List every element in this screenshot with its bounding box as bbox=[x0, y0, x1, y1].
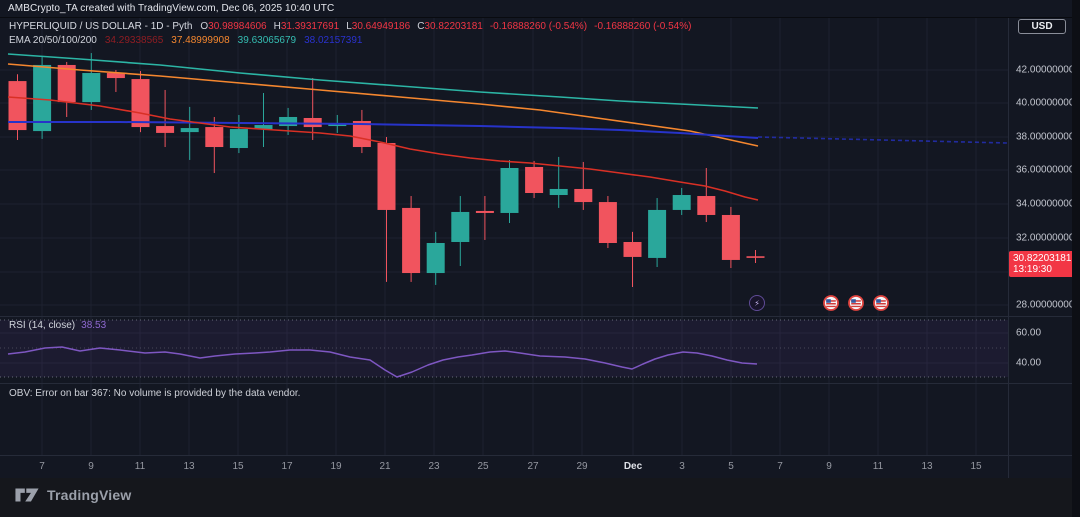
low-value: 30.64949186 bbox=[351, 21, 411, 32]
obv-error-text: OBV: Error on bar 367: No volume is prov… bbox=[9, 388, 301, 399]
time-axis-label: 19 bbox=[330, 461, 342, 472]
pane-separator-rsi[interactable] bbox=[0, 316, 1080, 317]
currency-toggle-button[interactable]: USD bbox=[1018, 19, 1066, 34]
last-price-value: 30.82203181 bbox=[1013, 253, 1072, 264]
ema50-value: 37.48999908 bbox=[171, 35, 230, 46]
time-axis-label: 25 bbox=[477, 461, 489, 472]
time-axis-label: 21 bbox=[379, 461, 391, 472]
ema-label: EMA 20/50/100/200 bbox=[9, 35, 97, 46]
time-axis-label: 7 bbox=[39, 461, 45, 472]
time-axis-label: 5 bbox=[728, 461, 734, 472]
time-axis-label: 13 bbox=[921, 461, 933, 472]
us-flag-event-icon[interactable] bbox=[823, 295, 839, 311]
time-axis-label: 9 bbox=[88, 461, 94, 472]
time-axis-label: 11 bbox=[134, 461, 146, 472]
price-axis-label: 38.00000000 bbox=[1016, 131, 1075, 143]
ema100-value: 39.63065679 bbox=[237, 35, 297, 46]
last-price-badge[interactable]: 30.82203181 13:19:30 bbox=[1009, 251, 1076, 277]
low-label: L bbox=[346, 21, 352, 32]
rsi-value: 38.53 bbox=[81, 320, 107, 331]
rsi-axis-label: 40.00 bbox=[1016, 357, 1042, 369]
time-axis-label: 23 bbox=[428, 461, 440, 472]
time-axis-label: Dec bbox=[623, 461, 643, 472]
symbol-legend[interactable]: HYPERLIQUID / US DOLLAR - 1D - Pyth O30.9… bbox=[9, 21, 691, 32]
time-axis-label: 15 bbox=[232, 461, 244, 472]
close-label: C bbox=[417, 21, 425, 32]
time-axis-label: 27 bbox=[527, 461, 539, 472]
price-axis-label: 36.00000000 bbox=[1016, 164, 1075, 176]
time-axis-label: 11 bbox=[872, 461, 884, 472]
high-value: 31.39317691 bbox=[280, 21, 340, 32]
time-axis-label: 13 bbox=[183, 461, 195, 472]
lightning-event-icon[interactable]: ⚡ bbox=[749, 295, 765, 311]
change-value: -0.16888260 (-0.54%) bbox=[489, 21, 588, 32]
time-axis-label: 3 bbox=[679, 461, 685, 472]
rsi-legend[interactable]: RSI (14, close) 38.53 bbox=[9, 320, 106, 331]
right-scroll-edge bbox=[1072, 0, 1080, 517]
price-axis-label: 32.00000000 bbox=[1016, 232, 1075, 244]
ema20-value: 34.29338565 bbox=[104, 35, 164, 46]
ema200-value: 38.02157391 bbox=[304, 35, 363, 46]
time-axis-label: 7 bbox=[777, 461, 783, 472]
time-axis-label: 15 bbox=[970, 461, 982, 472]
time-axis-label: 29 bbox=[576, 461, 588, 472]
rsi-label: RSI (14, close) bbox=[9, 320, 76, 331]
time-axis-label: 9 bbox=[826, 461, 832, 472]
bottom-bar: TradingView bbox=[0, 478, 1080, 517]
price-axis-label: 42.00000000 bbox=[1016, 64, 1075, 76]
attribution-text: AMBCrypto_TA created with TradingView.co… bbox=[8, 3, 335, 14]
open-value: 30.98984606 bbox=[208, 21, 267, 32]
high-label: H bbox=[273, 21, 281, 32]
pane-separator-obv[interactable] bbox=[0, 383, 1080, 384]
ema-legend[interactable]: EMA 20/50/100/200 34.29338565 37.48999908 3… bbox=[9, 35, 362, 46]
tradingview-logo[interactable]: TradingView bbox=[14, 487, 131, 503]
tradingview-wordmark: TradingView bbox=[47, 487, 132, 503]
close-value: 30.82203181 bbox=[424, 21, 483, 32]
price-axis-label: 34.00000000 bbox=[1016, 198, 1075, 210]
pane-separator-timeaxis bbox=[0, 455, 1080, 456]
tradingview-logo-icon bbox=[15, 488, 39, 502]
rsi-axis-label: 60.00 bbox=[1016, 327, 1042, 339]
attribution-bar: AMBCrypto_TA created with TradingView.co… bbox=[0, 0, 1080, 18]
us-flag-event-icon[interactable] bbox=[848, 295, 864, 311]
open-label: O bbox=[200, 21, 209, 32]
bar-countdown: 13:19:30 bbox=[1013, 264, 1052, 275]
price-axis-label: 40.00000000 bbox=[1016, 97, 1075, 109]
time-axis-label: 17 bbox=[281, 461, 293, 472]
us-flag-event-icon[interactable] bbox=[873, 295, 889, 311]
symbol-title[interactable]: HYPERLIQUID / US DOLLAR - 1D - Pyth bbox=[9, 21, 193, 32]
price-axis-separator bbox=[1008, 17, 1009, 478]
change-value-2: -0.16888260 (-0.54%) bbox=[594, 21, 692, 32]
price-axis-label: 28.00000000 bbox=[1016, 299, 1075, 311]
